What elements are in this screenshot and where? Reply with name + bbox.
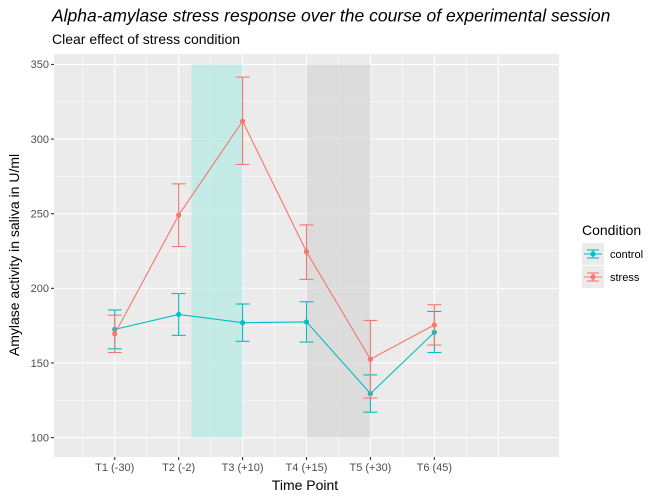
chart-subtitle: Clear effect of stress condition xyxy=(52,31,240,47)
x-tick-label: T5 (+30) xyxy=(349,462,391,474)
data-point-stress xyxy=(239,118,246,124)
legend-label-stress: stress xyxy=(610,272,640,284)
legend-label-control: control xyxy=(610,249,643,261)
legend: Condition control stress xyxy=(582,222,643,288)
plot-panel: 100 150 200 250 300 350 T1 (-30) T2 (-2) T3 (+10… xyxy=(31,54,559,474)
data-point-control xyxy=(303,319,310,325)
x-tick-label: T4 (+15) xyxy=(286,462,328,474)
shaded-region-2 xyxy=(306,64,371,438)
y-tick-label: 100 xyxy=(31,432,49,444)
y-tick-label: 300 xyxy=(31,134,49,146)
data-point-control xyxy=(239,320,246,326)
data-point-stress xyxy=(303,249,310,255)
series-line-control xyxy=(114,313,435,395)
legend-title: Condition xyxy=(582,222,641,238)
data-point-stress xyxy=(367,356,374,362)
series-line-stress xyxy=(114,120,435,360)
shaded-region-1 xyxy=(191,64,243,438)
legend-key-point xyxy=(590,251,596,257)
data-point-stress xyxy=(176,212,182,218)
x-tick-label: T6 (45) xyxy=(417,462,452,474)
y-tick-label: 150 xyxy=(31,358,49,370)
x-tick-label: T1 (-30) xyxy=(95,462,134,474)
y-tick-label: 250 xyxy=(31,209,49,221)
y-tick-label: 350 xyxy=(31,59,49,71)
y-tick-label: 200 xyxy=(31,283,49,295)
legend-key-point xyxy=(590,274,596,280)
legend-item-stress: stress xyxy=(582,266,640,288)
x-tick-label: T3 (+10) xyxy=(222,462,264,474)
y-axis-title: Amylase activity in saliva in U/ml xyxy=(6,154,22,356)
data-point-stress xyxy=(431,322,437,328)
x-tick-label: T2 (-2) xyxy=(162,462,195,474)
data-point-control xyxy=(176,311,182,318)
data-point-stress xyxy=(112,331,118,337)
legend-item-control: control xyxy=(582,243,643,265)
chart-title: Alpha-amylase stress response over the c… xyxy=(51,6,610,26)
x-axis-title: Time Point xyxy=(272,477,339,493)
